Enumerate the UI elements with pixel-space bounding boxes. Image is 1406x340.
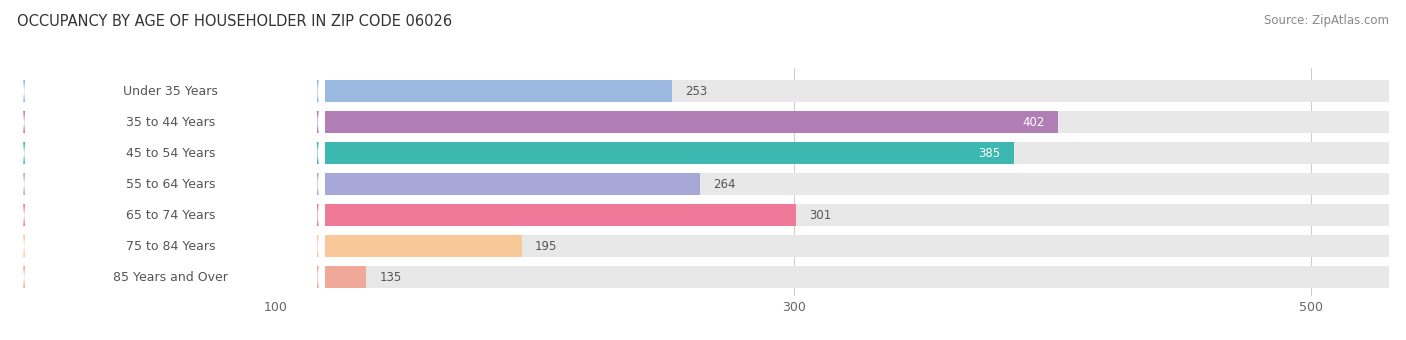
- Text: 385: 385: [979, 147, 1001, 160]
- Bar: [17, 112, 1057, 133]
- FancyBboxPatch shape: [17, 0, 325, 340]
- Text: 75 to 84 Years: 75 to 84 Years: [127, 240, 215, 253]
- FancyBboxPatch shape: [48, 152, 1358, 154]
- Bar: [17, 204, 1389, 226]
- Text: 135: 135: [380, 271, 402, 284]
- Bar: [17, 235, 522, 257]
- FancyBboxPatch shape: [17, 7, 325, 340]
- FancyBboxPatch shape: [48, 214, 1358, 216]
- Text: Under 35 Years: Under 35 Years: [124, 85, 218, 98]
- Text: 35 to 44 Years: 35 to 44 Years: [127, 116, 215, 129]
- Bar: [17, 112, 1389, 133]
- Bar: [17, 204, 796, 226]
- Bar: [17, 173, 700, 195]
- FancyBboxPatch shape: [48, 90, 1358, 92]
- Text: 45 to 54 Years: 45 to 54 Years: [127, 147, 215, 160]
- Text: Source: ZipAtlas.com: Source: ZipAtlas.com: [1264, 14, 1389, 27]
- FancyBboxPatch shape: [48, 276, 1358, 278]
- Bar: [17, 142, 1389, 164]
- FancyBboxPatch shape: [17, 38, 325, 340]
- FancyBboxPatch shape: [48, 245, 1358, 247]
- Bar: [17, 80, 672, 102]
- Text: 264: 264: [713, 178, 735, 191]
- Text: 55 to 64 Years: 55 to 64 Years: [127, 178, 215, 191]
- FancyBboxPatch shape: [17, 0, 325, 340]
- Bar: [17, 142, 1014, 164]
- Bar: [17, 266, 367, 288]
- Bar: [17, 235, 1389, 257]
- Text: 65 to 74 Years: 65 to 74 Years: [127, 209, 215, 222]
- Text: 301: 301: [810, 209, 831, 222]
- Bar: [17, 80, 1389, 102]
- FancyBboxPatch shape: [17, 0, 325, 340]
- Text: OCCUPANCY BY AGE OF HOUSEHOLDER IN ZIP CODE 06026: OCCUPANCY BY AGE OF HOUSEHOLDER IN ZIP C…: [17, 14, 451, 29]
- FancyBboxPatch shape: [17, 0, 325, 330]
- FancyBboxPatch shape: [48, 121, 1358, 123]
- Text: 253: 253: [685, 85, 707, 98]
- Bar: [17, 173, 1389, 195]
- Text: 402: 402: [1022, 116, 1045, 129]
- FancyBboxPatch shape: [48, 183, 1358, 185]
- Bar: [17, 266, 1389, 288]
- Text: 85 Years and Over: 85 Years and Over: [114, 271, 228, 284]
- FancyBboxPatch shape: [17, 0, 325, 340]
- Text: 195: 195: [534, 240, 557, 253]
